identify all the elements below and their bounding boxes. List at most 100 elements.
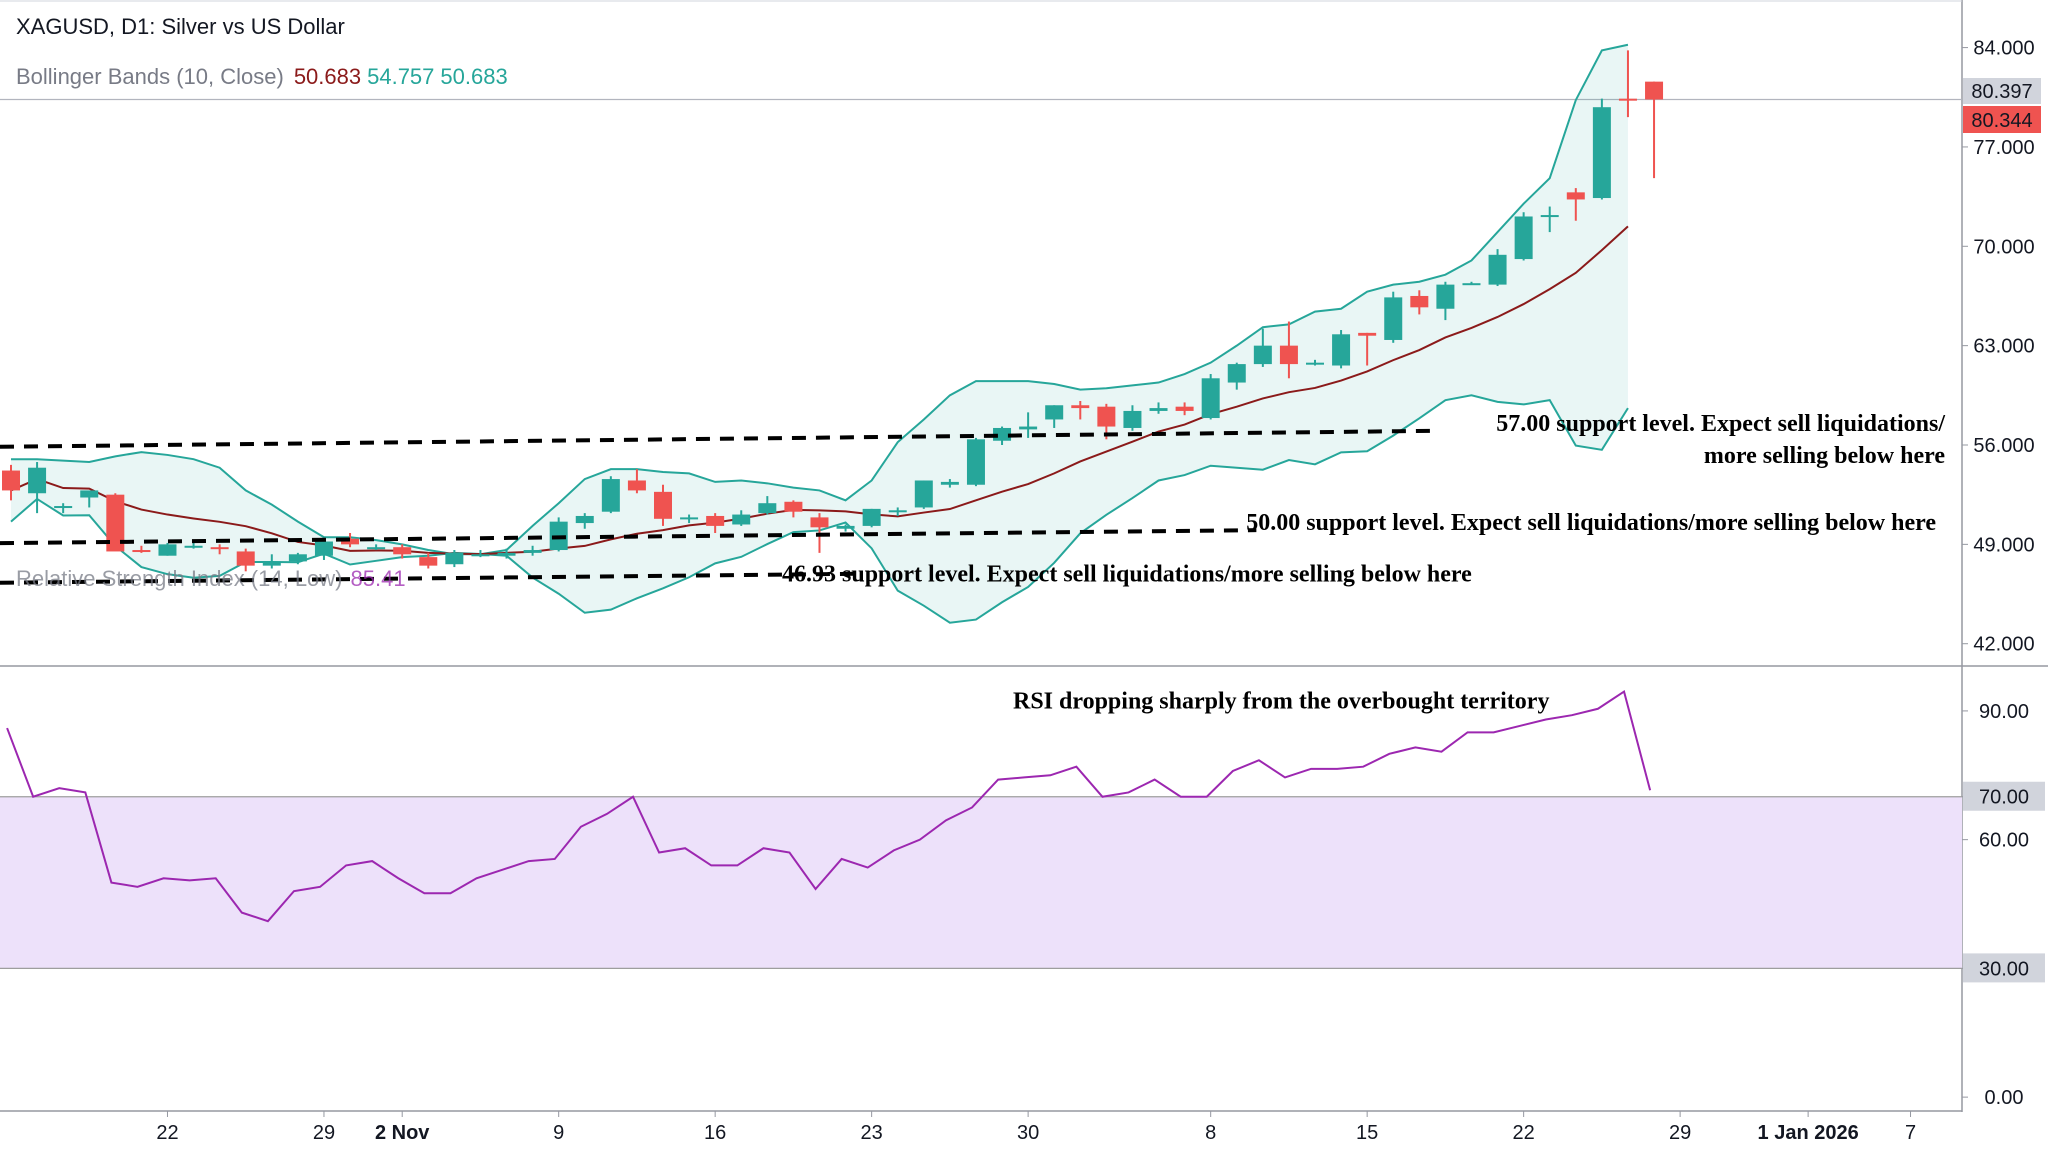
candle-body	[810, 517, 829, 528]
candle-body	[132, 550, 151, 553]
candle	[627, 469, 646, 494]
candle-body	[601, 479, 620, 512]
candle	[1227, 362, 1246, 390]
rsi-annotation: RSI dropping sharply from the overbought…	[1013, 689, 1549, 715]
candle-body	[1123, 410, 1142, 428]
support-50-annotation: 50.00 support level. Expect sell liquida…	[1246, 510, 1936, 536]
bollinger-fill	[11, 44, 1628, 623]
candle	[1175, 402, 1194, 416]
price-tick-label: 49.000	[1973, 534, 2034, 556]
candle	[393, 544, 412, 559]
candle	[497, 548, 516, 559]
time-tick-label: 2 Nov	[375, 1122, 430, 1144]
candle	[888, 507, 907, 516]
candle-body	[1566, 192, 1585, 200]
candle	[862, 508, 881, 528]
candle-body	[184, 545, 203, 548]
bollinger-upper-value: 54.757	[367, 64, 435, 89]
candle-body	[393, 547, 412, 555]
candle-body	[1019, 426, 1038, 430]
candle-body	[940, 481, 959, 485]
candle-body	[654, 491, 672, 519]
candle	[1019, 412, 1038, 438]
candle	[1123, 405, 1142, 431]
candle-body	[367, 547, 386, 550]
candle	[106, 493, 125, 552]
candle	[236, 548, 255, 572]
candle	[966, 437, 985, 487]
time-tick-label: 1 Jan 2026	[1758, 1122, 1859, 1144]
time-tick-label: 15	[1356, 1122, 1378, 1144]
candle-body	[262, 561, 281, 566]
bollinger-label: Bollinger Bands (10, Close)	[16, 64, 284, 89]
candle-body	[784, 501, 803, 512]
candle	[1306, 359, 1324, 366]
candle-body	[471, 554, 490, 557]
candle	[914, 480, 933, 509]
candle	[419, 552, 438, 569]
candle-body	[1279, 345, 1298, 365]
candle	[367, 544, 386, 551]
candle-body	[914, 480, 933, 508]
candle-body	[1227, 364, 1246, 383]
rsi-legend[interactable]: Relative Strength Index (14, Low) 85.41	[16, 566, 406, 592]
candle-body	[210, 547, 229, 550]
rsi-oversold-tag	[1963, 953, 2045, 983]
time-tick-label: 29	[1669, 1122, 1691, 1144]
candle	[1358, 332, 1377, 366]
candle-body	[706, 515, 725, 526]
candle	[445, 550, 464, 568]
candle	[1618, 50, 1637, 118]
candle	[1071, 401, 1090, 420]
candle	[784, 500, 803, 518]
bollinger-lower-value: 50.683	[440, 64, 508, 89]
bollinger-basis-line	[10, 225, 1629, 556]
bollinger-legend[interactable]: Bollinger Bands (10, Close) 50.683 54.757 5…	[16, 64, 508, 90]
candle-body	[836, 525, 855, 529]
candle	[288, 552, 307, 565]
candle-body	[862, 508, 881, 526]
candle-body	[1462, 283, 1481, 286]
candle	[940, 479, 959, 488]
candle	[523, 545, 542, 556]
candle	[1149, 402, 1168, 414]
rsi-oversold-tag-label: 30.00	[1979, 958, 2029, 980]
price-tick-label: 63.000	[1973, 336, 2034, 358]
candle-body	[1436, 284, 1455, 309]
candle-body	[497, 552, 516, 556]
candle	[1645, 81, 1664, 179]
candle-body	[1358, 332, 1377, 336]
candle	[2, 464, 20, 501]
candle-body	[1332, 334, 1351, 366]
candle	[132, 545, 151, 553]
candle-body	[627, 480, 646, 491]
candle	[28, 462, 47, 514]
candle	[1045, 405, 1064, 428]
candle-body	[1253, 345, 1272, 365]
candle-body	[758, 503, 777, 514]
price-tick-label: 70.000	[1973, 236, 2034, 258]
support-line-2	[0, 528, 1257, 546]
price-tick-label: 42.000	[1973, 634, 2034, 656]
candle	[1201, 374, 1220, 420]
candle	[471, 550, 490, 558]
last-close-tag	[1963, 106, 2041, 133]
prev-close-tag	[1963, 78, 2041, 104]
candle	[80, 490, 99, 508]
candle	[1462, 281, 1481, 286]
candle	[314, 538, 333, 560]
price-tick-label: 77.000	[1973, 137, 2034, 159]
candle-body	[1410, 295, 1429, 308]
candle	[262, 554, 281, 569]
time-tick-label: 9	[553, 1122, 564, 1144]
candle-body	[1149, 408, 1168, 411]
support-46-annotation: 46.93 support level. Expect sell liquida…	[782, 562, 1472, 588]
time-tick-label: 22	[156, 1122, 178, 1144]
candle-body	[288, 554, 307, 562]
candle-body	[1514, 216, 1533, 260]
candle-body	[445, 552, 464, 565]
time-tick-label: 7	[1905, 1122, 1916, 1144]
candle-body	[2, 470, 20, 491]
candle-body	[80, 490, 99, 498]
candle	[680, 514, 699, 524]
